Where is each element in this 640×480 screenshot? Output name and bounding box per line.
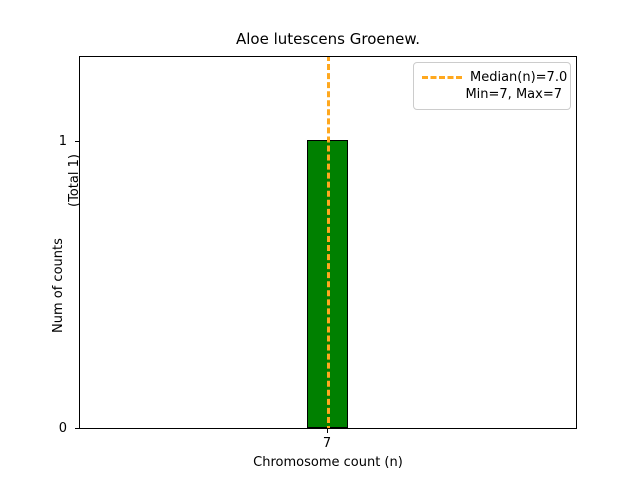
y-tick-mark-1	[75, 141, 79, 142]
x-axis-label: Chromosome count (n)	[253, 455, 403, 470]
dashed-line-icon	[422, 76, 462, 79]
page-title: Aloe lutescens Groenew.	[235, 30, 421, 48]
legend-label-minmax: Min=7, Max=7	[465, 87, 562, 102]
y-axis-label-total: (Total 1)	[67, 154, 82, 207]
legend-label-median: Median(n)=7.0	[470, 70, 568, 85]
x-tick-label-7: 7	[322, 436, 332, 451]
y-tick-label-0: 0	[58, 421, 67, 436]
legend-item-median: Median(n)=7.0	[422, 69, 567, 86]
y-axis-label: Num of counts	[51, 238, 66, 333]
plot-area	[79, 56, 577, 429]
x-tick-mark-7	[327, 429, 328, 433]
y-tick-label-1: 1	[58, 134, 67, 149]
legend-item-minmax: Min=7, Max=7	[422, 86, 562, 103]
legend[interactable]: Median(n)=7.0 Min=7, Max=7	[413, 62, 571, 110]
median-line	[327, 57, 330, 428]
y-tick-mark-0	[75, 428, 79, 429]
